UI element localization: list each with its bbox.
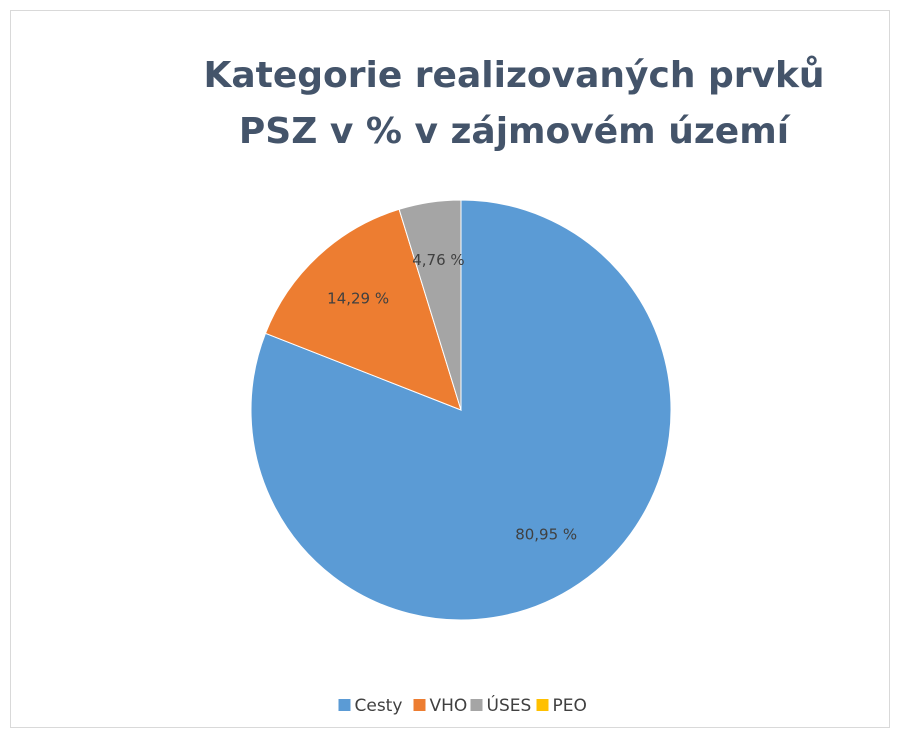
pie-slice	[264, 208, 462, 411]
legend-label: PEO	[553, 696, 587, 716]
legend-swatch	[413, 699, 426, 711]
legend-label: VHO	[430, 696, 468, 716]
legend-label: Cesty	[355, 696, 403, 716]
legend-label: ÚSES	[487, 694, 532, 716]
data-label: 4,76 %	[412, 251, 464, 269]
legend-swatch	[338, 699, 351, 711]
data-label: 14,29 %	[327, 290, 389, 308]
legend-swatch	[470, 699, 483, 711]
chart-title: Kategorie realizovaných prvků PSZ v % v …	[203, 55, 825, 152]
data-label: 80,95 %	[515, 525, 577, 543]
legend-swatch	[536, 699, 549, 711]
pie-slice	[398, 199, 462, 411]
